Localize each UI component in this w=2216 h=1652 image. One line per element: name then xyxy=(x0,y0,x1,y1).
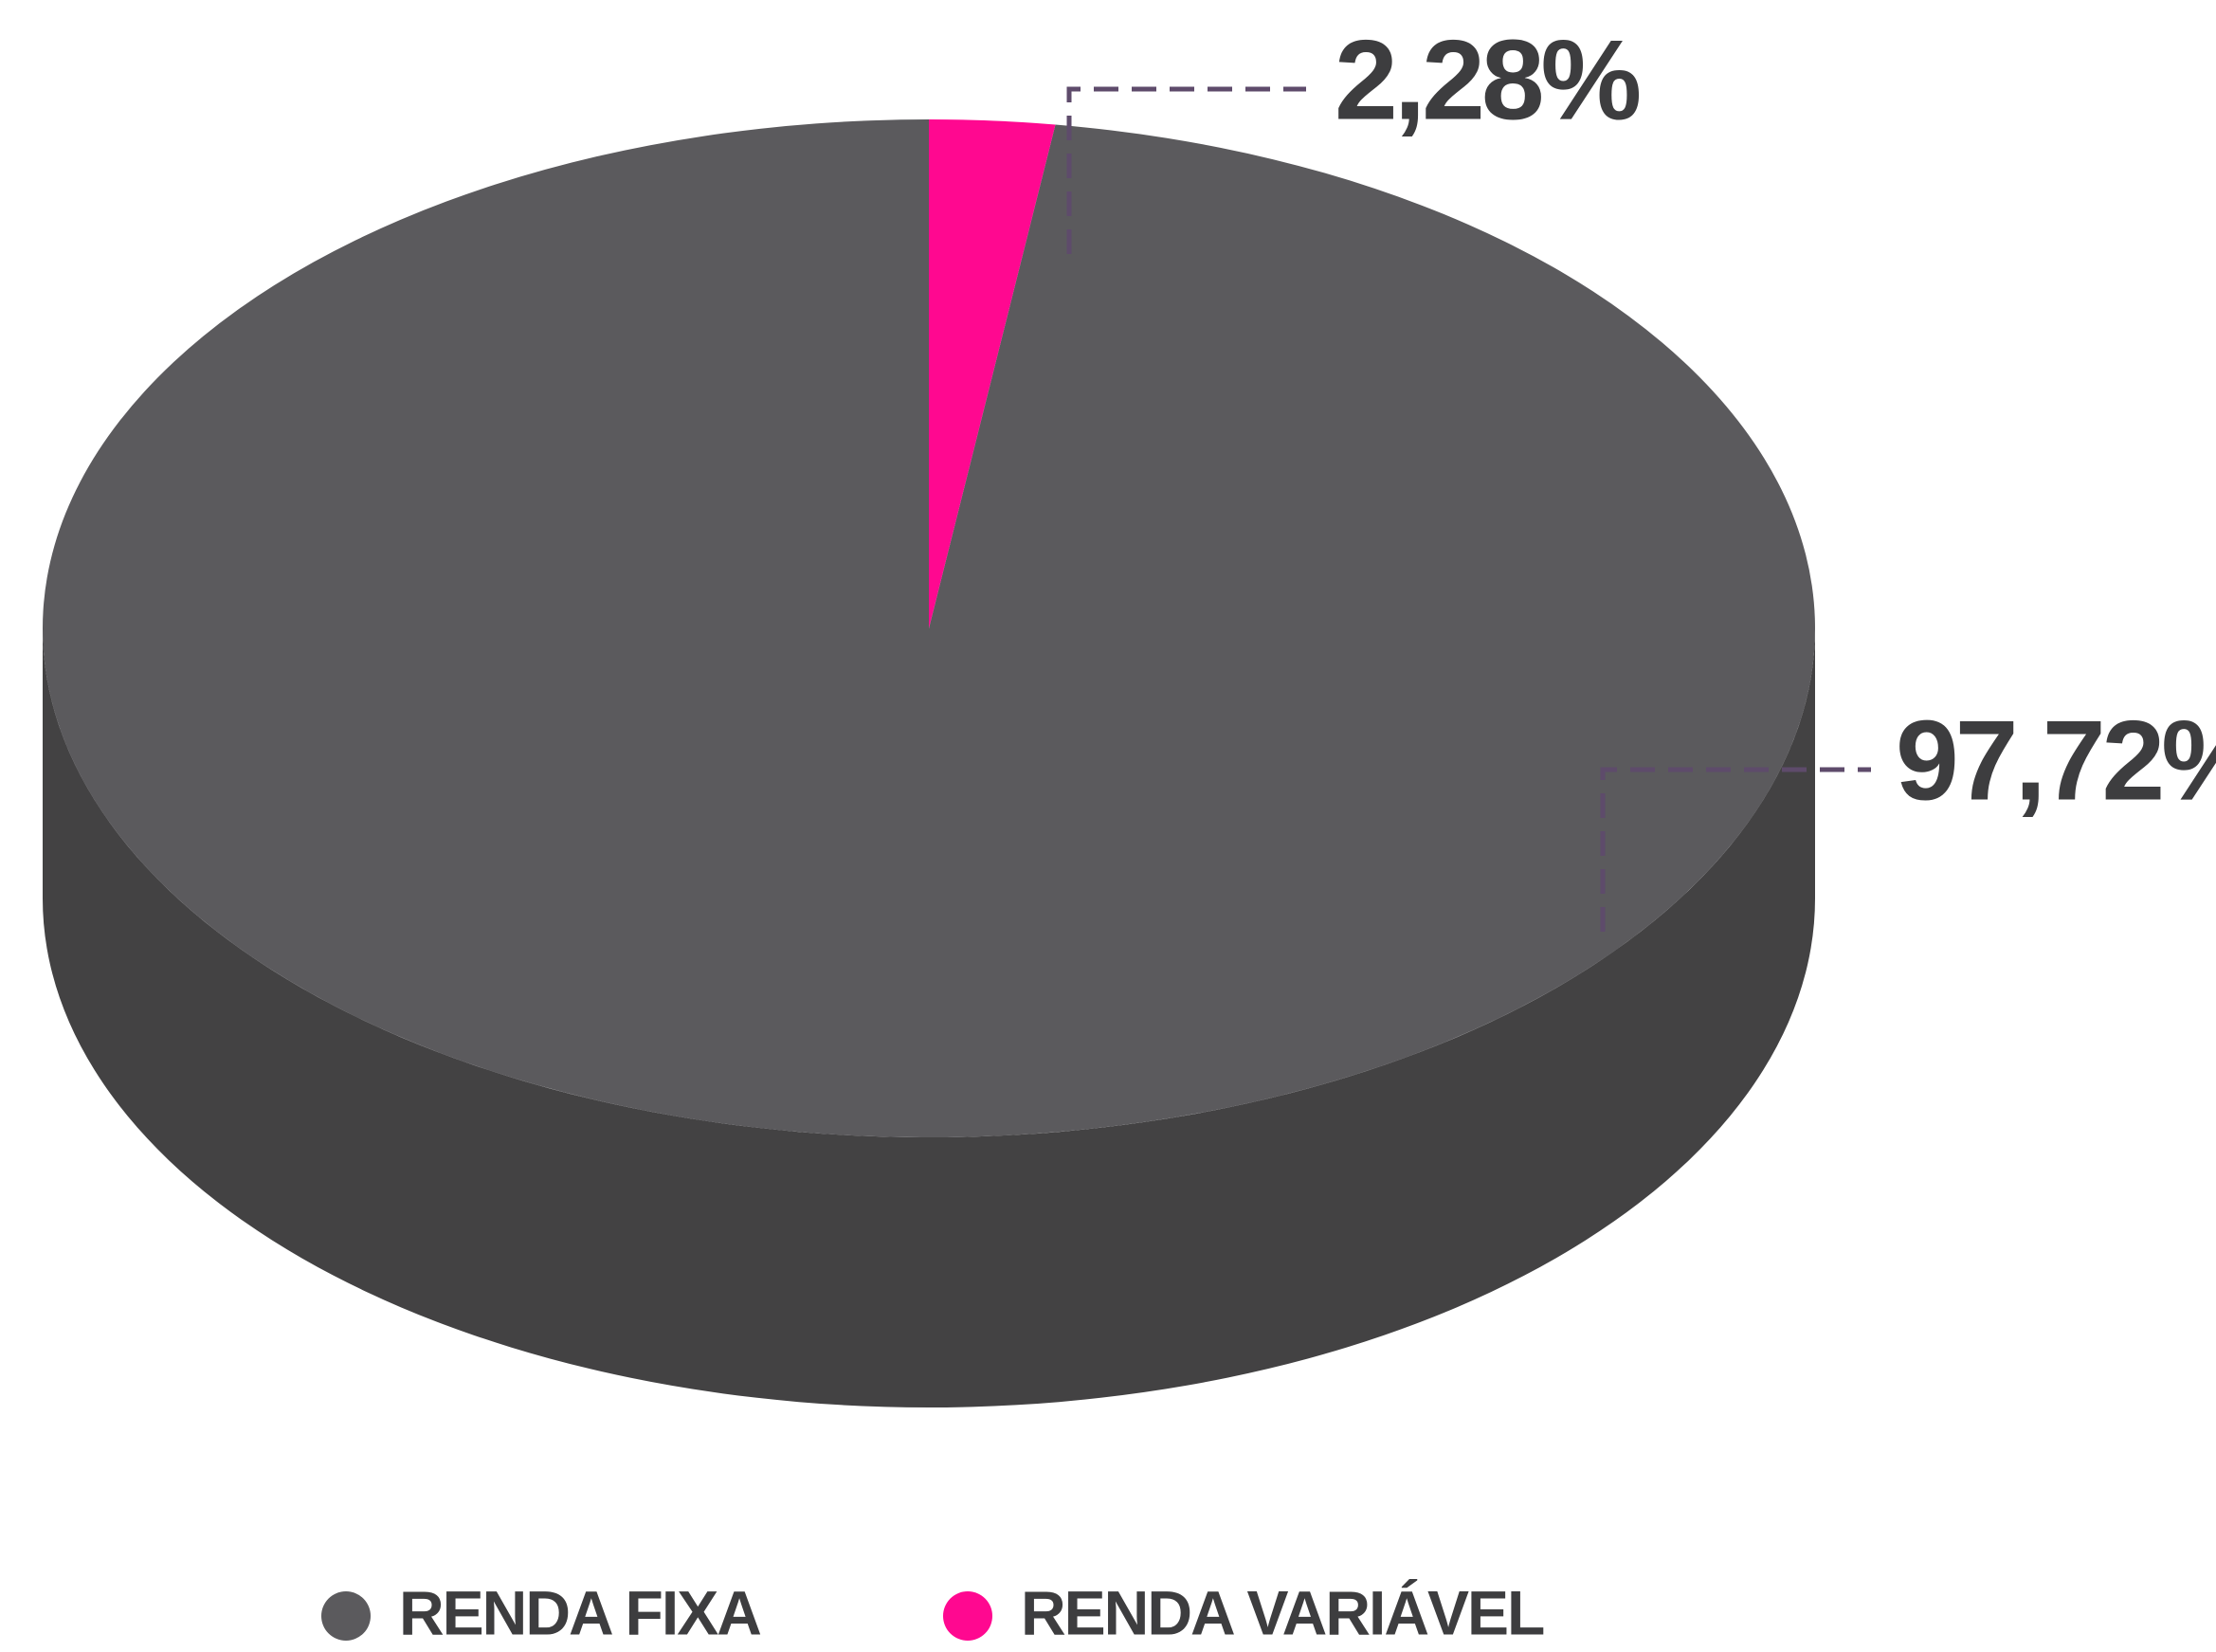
value-label: 2,28% xyxy=(1335,17,1640,144)
legend-text: RENDA VARIÁVEL xyxy=(1021,1577,1544,1647)
slice xyxy=(42,119,1815,1137)
legend-marker xyxy=(321,1591,371,1641)
slice xyxy=(929,119,1056,628)
leader-line xyxy=(1600,767,1871,932)
value-label: 97,72% xyxy=(1896,698,2216,825)
leader-line xyxy=(1066,86,1306,254)
legend-marker xyxy=(943,1591,992,1641)
slice-side xyxy=(43,628,1815,1407)
legend-text: RENDA FIXA xyxy=(399,1577,760,1647)
